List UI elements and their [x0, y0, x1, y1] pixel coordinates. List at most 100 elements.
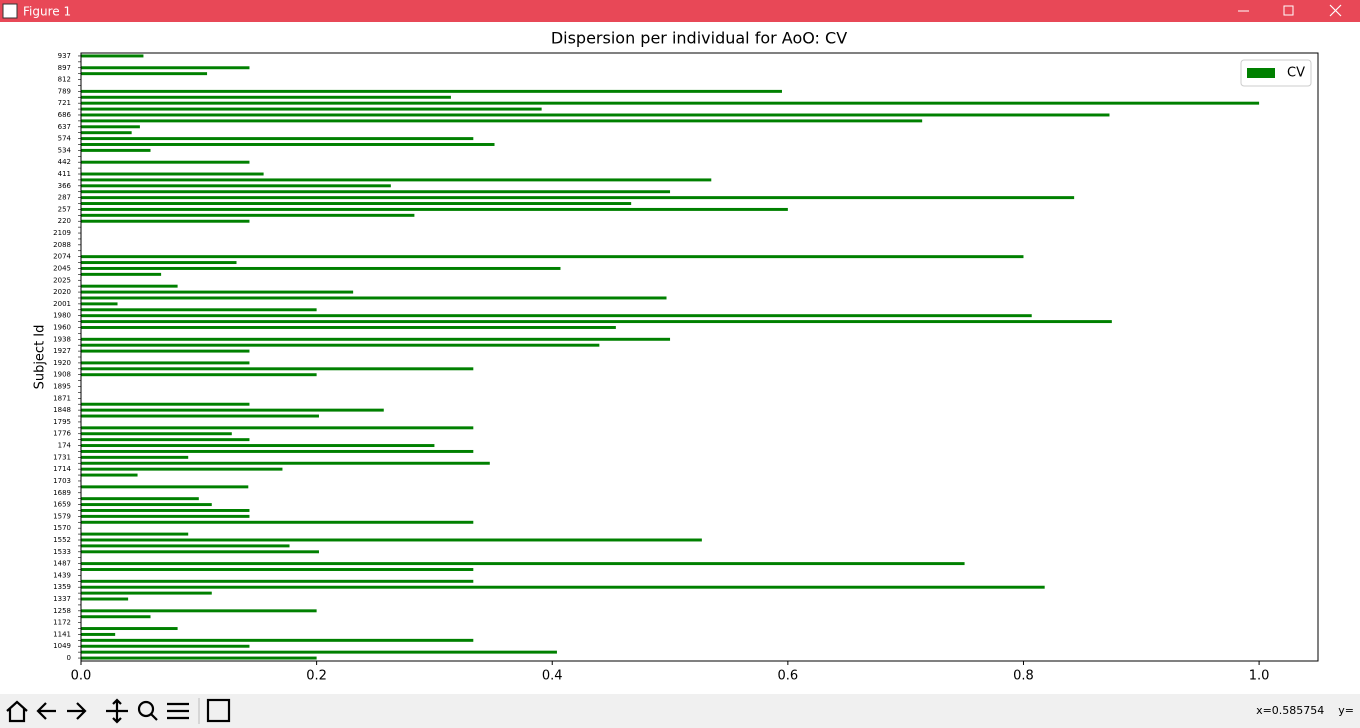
y-tick-label: 686	[58, 111, 72, 119]
bar	[81, 408, 384, 412]
bar	[81, 650, 557, 654]
bar	[81, 562, 965, 566]
y-tick-label: 1141	[53, 630, 71, 638]
bar	[81, 160, 250, 164]
bar	[81, 290, 354, 294]
y-tick-label: 574	[58, 135, 72, 143]
home-button[interactable]	[6, 700, 28, 723]
bar	[81, 190, 671, 194]
y-tick-label: 637	[58, 123, 71, 131]
x-tick-label: 0.8	[1013, 669, 1034, 684]
bar	[81, 72, 208, 76]
bar	[81, 361, 250, 365]
bar	[81, 349, 250, 353]
bar	[81, 207, 788, 211]
bar	[81, 119, 923, 123]
bar	[81, 266, 561, 270]
y-tick-label: 220	[58, 217, 71, 225]
bar	[81, 473, 138, 477]
zoom-button[interactable]	[137, 700, 155, 718]
save-button[interactable]	[206, 698, 231, 723]
bar	[81, 196, 1075, 200]
y-tick-label: 366	[58, 182, 72, 190]
y-tick-label: 1579	[53, 512, 71, 520]
y-tick-label: 1487	[53, 560, 71, 568]
bar	[81, 467, 283, 471]
y-tick-label: 2045	[53, 264, 71, 272]
bar	[81, 54, 144, 58]
bar	[81, 514, 250, 518]
y-tick-label: 789	[58, 87, 71, 95]
bar	[81, 314, 1032, 318]
bar	[81, 627, 178, 631]
x-tick-label: 0.2	[306, 669, 327, 684]
window-title: Figure 1	[23, 5, 71, 19]
y-tick-label: 937	[58, 52, 71, 60]
bar	[81, 326, 616, 329]
bar	[81, 568, 474, 571]
y-tick-label: 1920	[53, 359, 71, 367]
bar	[81, 213, 415, 217]
bar	[81, 656, 317, 660]
bar	[81, 89, 782, 93]
bar	[81, 184, 391, 188]
y-tick-label: 897	[58, 64, 71, 72]
bar	[81, 426, 474, 430]
maximize[interactable]	[1283, 5, 1294, 16]
close[interactable]	[1329, 4, 1342, 17]
bar	[81, 308, 317, 312]
y-tick-label: 1848	[53, 406, 71, 414]
bar	[81, 137, 474, 141]
y-tick-label: 1960	[53, 323, 71, 331]
y-tick-label: 1895	[53, 383, 71, 391]
bar	[81, 107, 542, 111]
x-tick-label: 0.6	[778, 669, 799, 684]
zoom-handle	[150, 713, 158, 721]
bar	[81, 432, 232, 436]
bar	[81, 509, 250, 512]
legend-label: CV	[1287, 66, 1305, 81]
y-tick-label: 1908	[53, 371, 71, 379]
bar	[81, 609, 317, 613]
y-tick-label: 1552	[53, 536, 71, 544]
y-tick-label: 1172	[53, 619, 71, 627]
bar	[81, 485, 249, 489]
forward-button[interactable]	[67, 702, 87, 720]
bar	[81, 95, 451, 99]
status-text: x=0.585754 y=	[1256, 704, 1354, 717]
bar	[81, 101, 1260, 105]
y-tick-label: 0	[67, 654, 71, 662]
configure-button[interactable]	[167, 702, 189, 720]
y-tick-label: 442	[58, 158, 71, 166]
y-tick-label: 1795	[53, 418, 71, 426]
bar	[81, 143, 495, 146]
x-tick-label: 0.0	[71, 669, 92, 684]
y-tick-label: 2109	[53, 229, 71, 237]
y-tick-label: 2020	[53, 288, 71, 296]
chart-title: Dispersion per individual for AoO: CV	[551, 29, 847, 48]
y-tick-label: 1337	[53, 595, 71, 603]
y-tick-label: 534	[58, 146, 72, 154]
bar	[81, 461, 490, 465]
y-tick-label: 1359	[53, 583, 71, 591]
pan-button[interactable]	[106, 698, 128, 724]
bar	[81, 219, 250, 223]
bar	[81, 261, 237, 265]
back-button[interactable]	[36, 702, 56, 720]
y-tick-label: 2001	[53, 300, 71, 308]
y-tick-label: 1731	[53, 453, 71, 461]
bar	[81, 367, 474, 371]
bar	[81, 532, 189, 536]
y-tick-label: 1049	[53, 642, 71, 650]
y-tick-label: 1703	[53, 477, 71, 485]
bar	[81, 585, 1045, 589]
bar	[81, 438, 250, 442]
bar	[81, 579, 474, 583]
bar	[81, 544, 290, 548]
bar	[81, 148, 151, 152]
title-bar	[0, 0, 1360, 22]
bar	[81, 113, 1110, 117]
y-tick-label: 1714	[53, 465, 71, 473]
y-tick-label: 1689	[53, 489, 71, 497]
bar	[81, 591, 212, 595]
